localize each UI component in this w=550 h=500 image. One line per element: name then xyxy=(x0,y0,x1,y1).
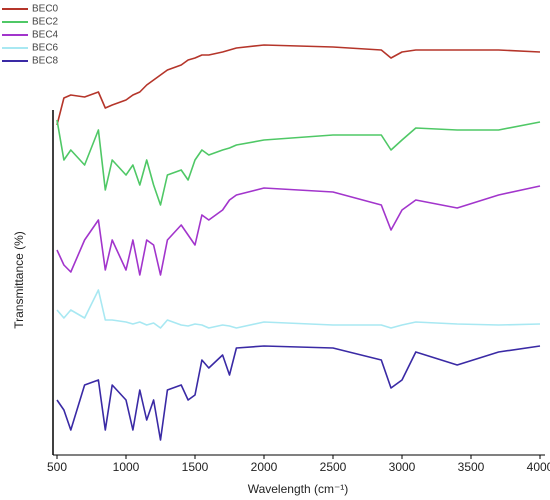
legend-label: BEC6 xyxy=(32,43,59,54)
series-line xyxy=(56,44,541,126)
series-line xyxy=(56,289,541,329)
series-line xyxy=(56,345,541,441)
legend: BEC0 BEC2 BEC4 BEC6 BEC8 xyxy=(2,4,59,67)
legend-label: BEC8 xyxy=(32,56,59,67)
legend-label: BEC0 xyxy=(32,4,59,15)
series-line xyxy=(56,185,541,276)
x-tick-label: 1500 xyxy=(182,460,209,474)
x-tick-label: 500 xyxy=(47,460,67,474)
x-tick-label: 3500 xyxy=(458,460,485,474)
series-line xyxy=(56,119,541,206)
x-tick-label: 4000 xyxy=(527,460,550,474)
legend-label: BEC4 xyxy=(32,30,59,41)
x-axis-label: Wavelength (cm⁻¹) xyxy=(248,482,349,496)
x-tick-label: 1000 xyxy=(113,460,140,474)
x-tick-label: 2000 xyxy=(251,460,278,474)
y-axis-label: Transmittance (%) xyxy=(12,231,26,329)
x-tick-label: 2500 xyxy=(320,460,347,474)
x-tick-label: 3000 xyxy=(389,460,416,474)
legend-label: BEC2 xyxy=(32,17,59,28)
